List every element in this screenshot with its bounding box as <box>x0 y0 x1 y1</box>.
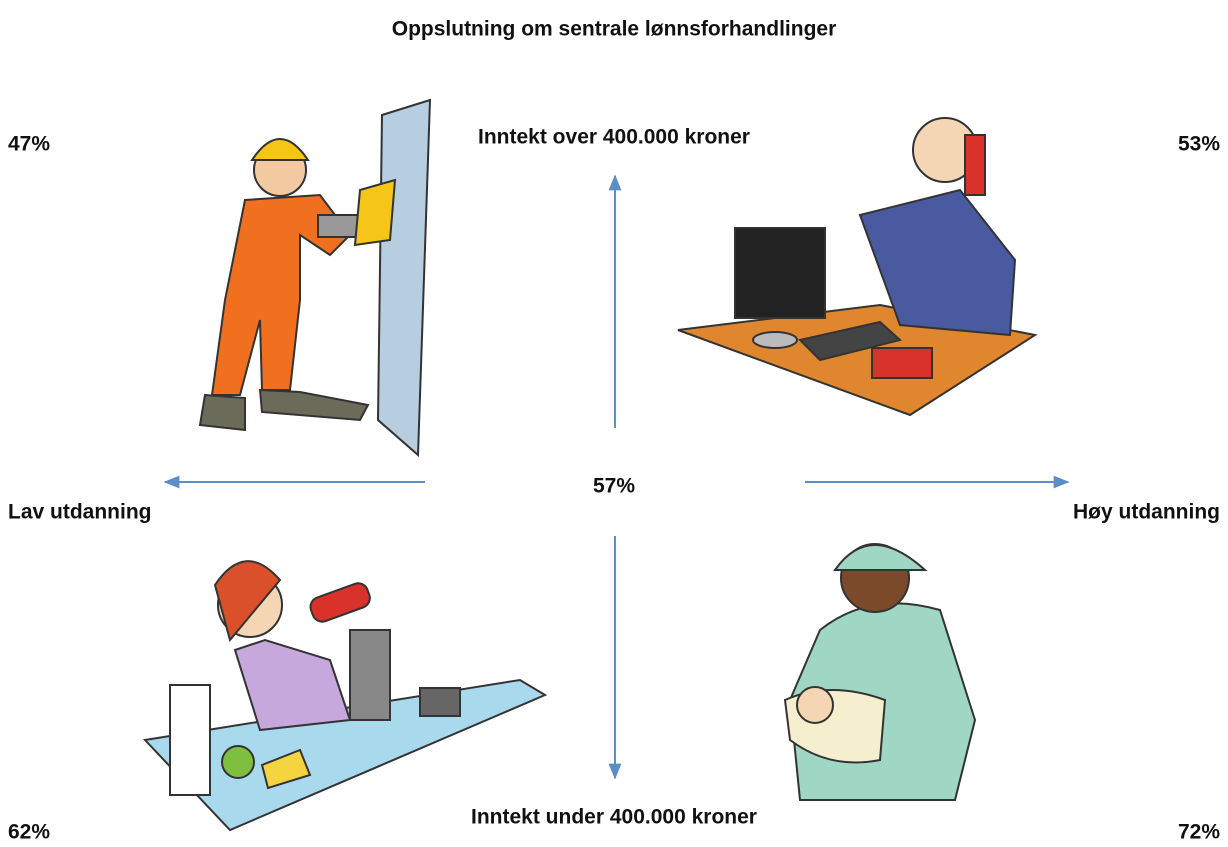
axis-label-bottom: Inntekt under 400.000 kroner <box>471 806 757 829</box>
title: Oppslutning om sentrale lønnsforhandling… <box>392 18 837 41</box>
office-illustration <box>677 117 1038 417</box>
axis-label-left: Lav utdanning <box>8 501 152 524</box>
quadrant-value: 62% <box>8 821 50 844</box>
quadrant-value: 47% <box>8 133 50 156</box>
worker-illustration <box>198 98 432 458</box>
quadrant-value: 72% <box>1178 821 1220 844</box>
cashier-illustration <box>142 560 548 832</box>
quadrant-value: 53% <box>1178 133 1220 156</box>
center-value: 57% <box>593 475 635 498</box>
axis-label-right: Høy utdanning <box>1073 501 1220 524</box>
nurse-illustration <box>783 543 977 801</box>
axis-label-top: Inntekt over 400.000 kroner <box>478 126 750 149</box>
